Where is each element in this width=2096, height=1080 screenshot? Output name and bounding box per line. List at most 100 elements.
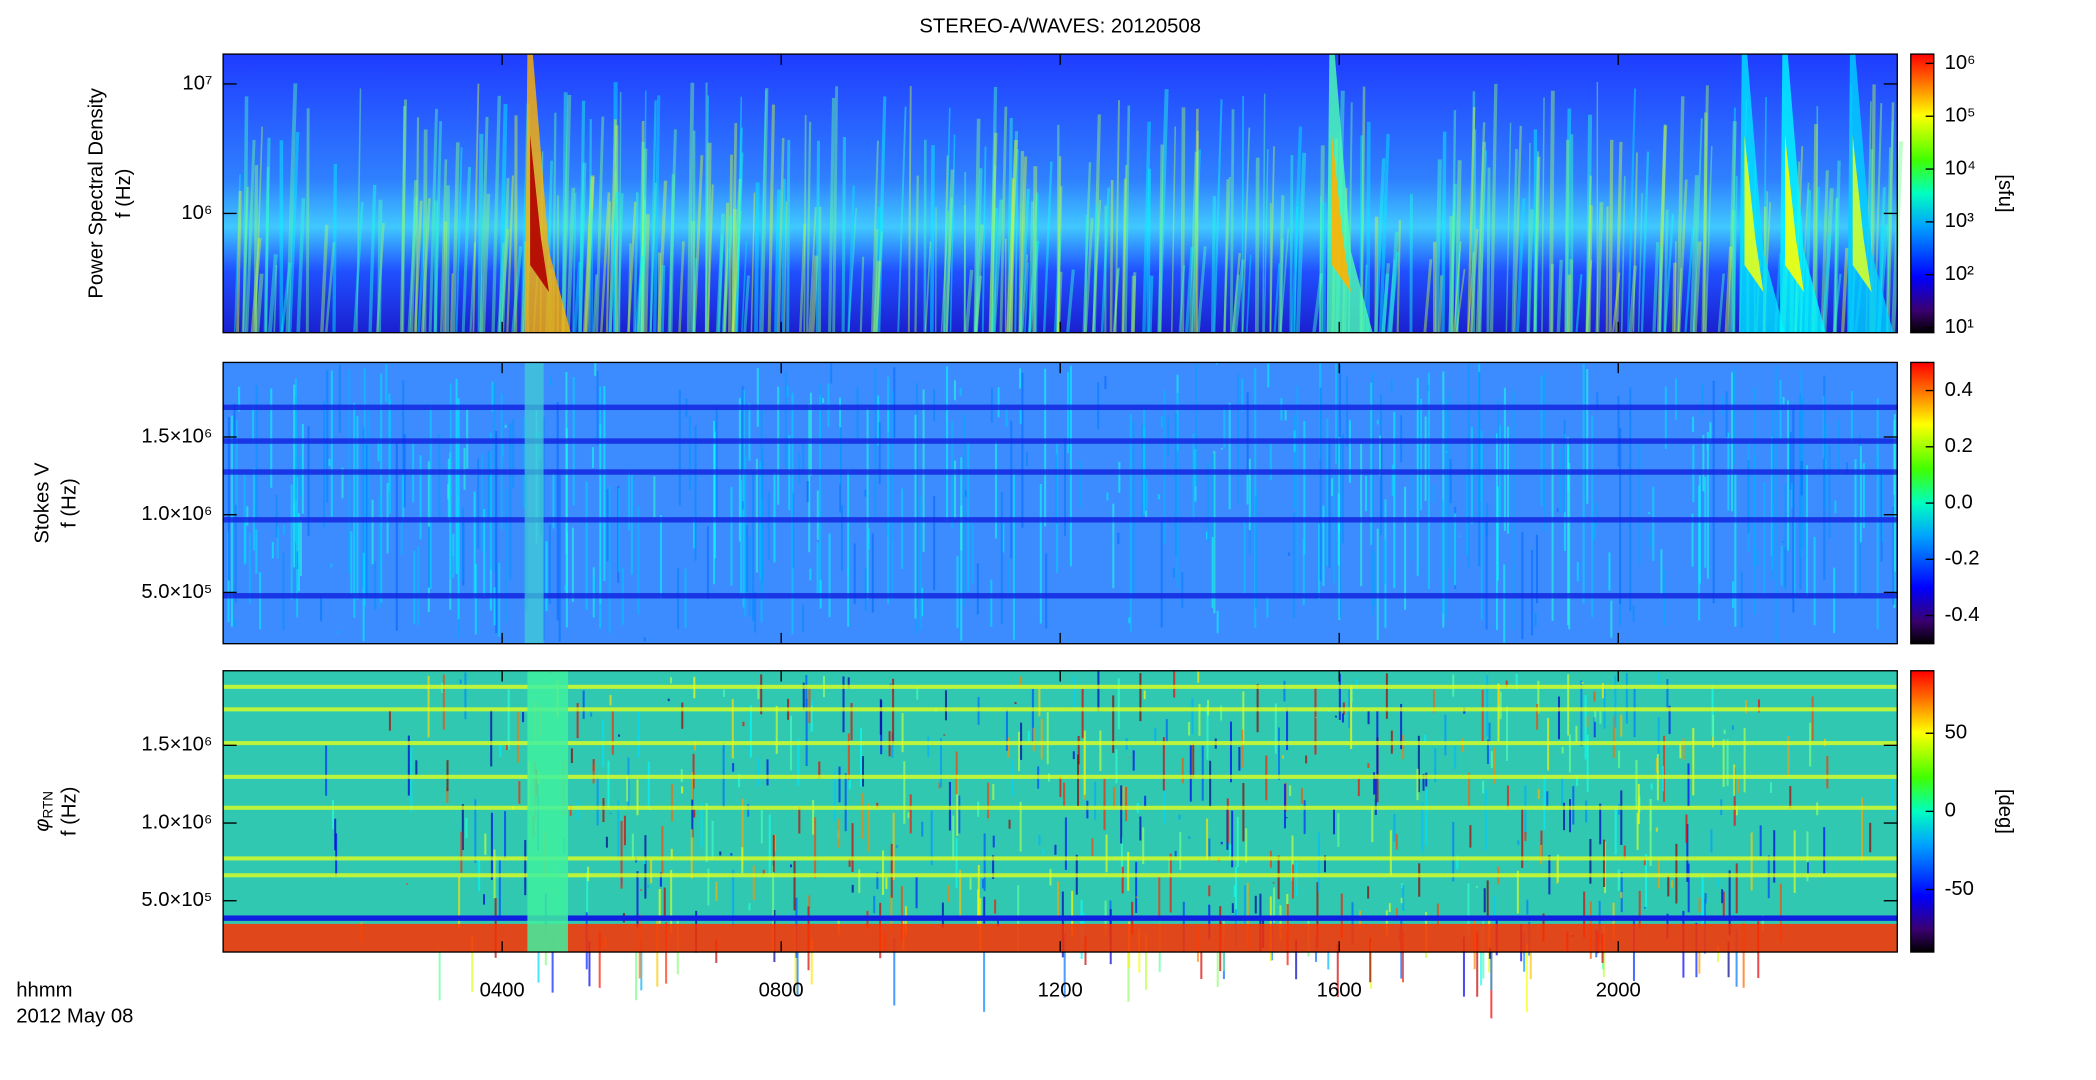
spectrogram-streak bbox=[1568, 259, 1574, 333]
spectrogram-streak bbox=[973, 118, 981, 333]
spectrogram-streak bbox=[1277, 195, 1285, 333]
spectrogram-streak bbox=[455, 147, 463, 333]
spectrogram-streak bbox=[296, 198, 306, 333]
spectrogram-streak bbox=[1113, 267, 1120, 333]
spectrogram-streak bbox=[721, 215, 733, 333]
spectrogram-streak bbox=[1566, 274, 1571, 333]
spectrogram-band bbox=[223, 856, 1898, 861]
spectrogram-streak bbox=[497, 242, 505, 333]
spectrogram-streak bbox=[1373, 158, 1386, 333]
spectrogram-streak bbox=[1556, 259, 1563, 333]
spectrogram-streak bbox=[949, 134, 956, 333]
spectrogram-streak bbox=[1677, 179, 1688, 333]
spectrogram-streak bbox=[264, 166, 270, 333]
spectrogram-streak bbox=[1291, 126, 1303, 333]
spectrogram-streak bbox=[1727, 121, 1737, 333]
spectrogram-streak bbox=[250, 237, 262, 333]
y-axis-label-symbol: φ bbox=[32, 819, 54, 832]
spectrogram-streak bbox=[472, 83, 480, 333]
spectrogram-streak bbox=[754, 182, 760, 333]
spectrogram-streak bbox=[415, 117, 420, 333]
spectrogram-streak bbox=[1527, 142, 1531, 333]
spectrogram-streak bbox=[1620, 176, 1626, 333]
spectrogram-streak bbox=[1627, 88, 1637, 333]
spectrogram-streak bbox=[777, 137, 785, 333]
spectrogram-streak bbox=[1210, 196, 1217, 333]
spectrogram-streak bbox=[1006, 139, 1018, 333]
spectrogram-streak bbox=[942, 155, 949, 333]
spectrogram-streak bbox=[704, 82, 708, 333]
spectrogram-streak bbox=[653, 95, 661, 333]
spectrogram-streak bbox=[1082, 162, 1092, 333]
spectrogram-streak bbox=[1656, 125, 1668, 333]
spectrogram-streak bbox=[608, 191, 620, 333]
spectrogram-streak bbox=[1448, 216, 1453, 333]
spectrogram-band bbox=[223, 805, 1898, 810]
spectrogram-streak bbox=[1663, 209, 1669, 333]
spectrogram-streak bbox=[501, 177, 510, 333]
spectrogram-streak bbox=[1533, 156, 1541, 333]
spectrogram-band bbox=[223, 469, 1898, 475]
spectrogram-streak bbox=[1595, 202, 1604, 333]
spectrogram-streak bbox=[1084, 218, 1094, 333]
spectrogram-streak bbox=[1663, 213, 1675, 333]
spectrogram-streak bbox=[741, 241, 748, 333]
spectrogram-streak bbox=[686, 82, 695, 333]
chart-title: STEREO-A/WAVES: 20120508 bbox=[919, 15, 1201, 37]
spectrogram-streak bbox=[254, 126, 263, 333]
spectrogram-streak bbox=[399, 99, 408, 333]
spectrogram-streak bbox=[584, 175, 595, 333]
spectrogram-streak bbox=[566, 187, 576, 333]
spectrogram-streak bbox=[1689, 175, 1699, 333]
spectrogram-burst bbox=[527, 670, 568, 953]
spectrogram-streak bbox=[872, 207, 882, 333]
spectrogram-streak bbox=[320, 224, 329, 333]
spectrogram-streak bbox=[1033, 193, 1039, 333]
spectrogram-background bbox=[223, 54, 1898, 333]
spectrogram-streak bbox=[305, 108, 310, 333]
spectrogram-texture bbox=[223, 54, 1904, 333]
spectrogram-streak bbox=[877, 96, 887, 333]
spectrogram-streak bbox=[799, 223, 807, 333]
spectrogram-streak bbox=[1454, 241, 1461, 333]
spectrogram-streak bbox=[734, 152, 744, 333]
spectrogram-streak bbox=[731, 208, 737, 333]
x-tick-label: 0400 bbox=[480, 980, 525, 1002]
spectrogram-streak bbox=[636, 200, 647, 333]
spectrogram-streak bbox=[1605, 206, 1609, 333]
y-tick-label: 1.5×10⁶ bbox=[141, 734, 212, 756]
spectrogram-band bbox=[223, 873, 1898, 878]
colorbar-tick-label: 0.2 bbox=[1945, 435, 1973, 457]
x-axis-label: hhmm bbox=[16, 980, 72, 1002]
colorbar-tick-label: -50 bbox=[1945, 878, 1974, 900]
spectrogram-streak bbox=[1885, 120, 1894, 333]
spectrogram-streak bbox=[808, 207, 817, 333]
spectrogram-streak bbox=[1434, 159, 1442, 333]
spectrogram-streak bbox=[1466, 107, 1476, 333]
spectrogram-streak bbox=[847, 185, 855, 333]
spectrogram-band bbox=[223, 741, 1898, 746]
spectrogram-streak bbox=[450, 273, 454, 333]
spectrogram-streak bbox=[728, 154, 733, 333]
colorbar-label: [sfu] bbox=[1994, 174, 2016, 212]
y-axis-label: f (Hz) bbox=[59, 478, 81, 528]
spectrogram-streak bbox=[999, 106, 1008, 333]
spectrogram-streak bbox=[1006, 117, 1013, 333]
spectrogram-streak bbox=[1157, 89, 1169, 333]
spectrogram-streak bbox=[578, 100, 586, 333]
spectrogram-streak bbox=[929, 145, 935, 333]
spectrogram-streak bbox=[1833, 160, 1841, 333]
spectrogram-burst-core bbox=[530, 135, 550, 293]
spectrogram-streak bbox=[1437, 275, 1443, 333]
x-tick-label: 1600 bbox=[1317, 980, 1362, 1002]
spectrogram-streak bbox=[479, 116, 489, 333]
spectrogram-streak bbox=[1820, 170, 1829, 333]
spectrogram-streak bbox=[401, 105, 406, 333]
spectrogram-streak bbox=[781, 178, 786, 333]
spectrogram-streak bbox=[1692, 118, 1703, 333]
spectrogram-streak bbox=[1056, 186, 1063, 333]
spectrogram-streak bbox=[735, 127, 743, 333]
spectrogram-streak bbox=[731, 122, 738, 333]
spectrogram-streak bbox=[273, 264, 278, 333]
spectrogram-streak bbox=[1019, 188, 1030, 333]
